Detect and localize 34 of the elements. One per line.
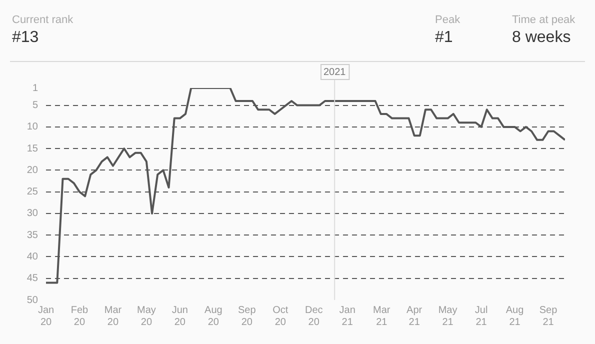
text: Current rank — [12, 14, 74, 26]
y-tick-label: 40 — [26, 251, 38, 262]
x-tick-label: Feb 20 — [70, 304, 89, 328]
x-tick-label: Sep 21 — [539, 304, 558, 328]
ref-line-label: 2021 — [323, 66, 346, 78]
x-tick-label: Aug 20 — [204, 304, 222, 328]
text: 8 weeks — [512, 29, 572, 47]
y-tick-label: 35 — [26, 230, 38, 241]
x-tick-label: Dec 20 — [304, 304, 323, 328]
x-tick-label: May 20 — [137, 304, 156, 328]
x-tick-label: Jan 21 — [339, 304, 356, 328]
x-tick-label: Jun 20 — [172, 304, 188, 328]
y-tick-label: 5 — [32, 100, 38, 112]
x-tick-label: Aug 21 — [506, 304, 524, 328]
x-tick-label: Jul 21 — [474, 304, 488, 328]
text: Time at peak — [512, 14, 576, 26]
y-tick-label: 45 — [26, 273, 38, 284]
y-tick-label: 10 — [26, 122, 38, 133]
x-tick-label: Mar 21 — [373, 304, 391, 328]
text: #13 — [12, 29, 40, 47]
y-tick-label: 50 — [26, 294, 38, 306]
y-tick-label: 30 — [26, 208, 38, 220]
x-tick-label: Sep 20 — [238, 304, 256, 328]
x-tick-label: Oct 20 — [272, 304, 288, 328]
y-tick-label: 1 — [32, 82, 38, 94]
x-tick-label: May 21 — [438, 304, 458, 328]
text: Peak — [435, 14, 460, 26]
x-tick-label: Apr 21 — [406, 304, 423, 328]
x-tick-label: Mar 20 — [104, 304, 122, 328]
y-tick-label: 25 — [26, 186, 38, 198]
y-tick-label: 20 — [26, 164, 38, 176]
text: #1 — [435, 29, 454, 47]
x-tick-label: Jan 20 — [38, 304, 54, 328]
y-tick-label: 15 — [26, 143, 38, 154]
